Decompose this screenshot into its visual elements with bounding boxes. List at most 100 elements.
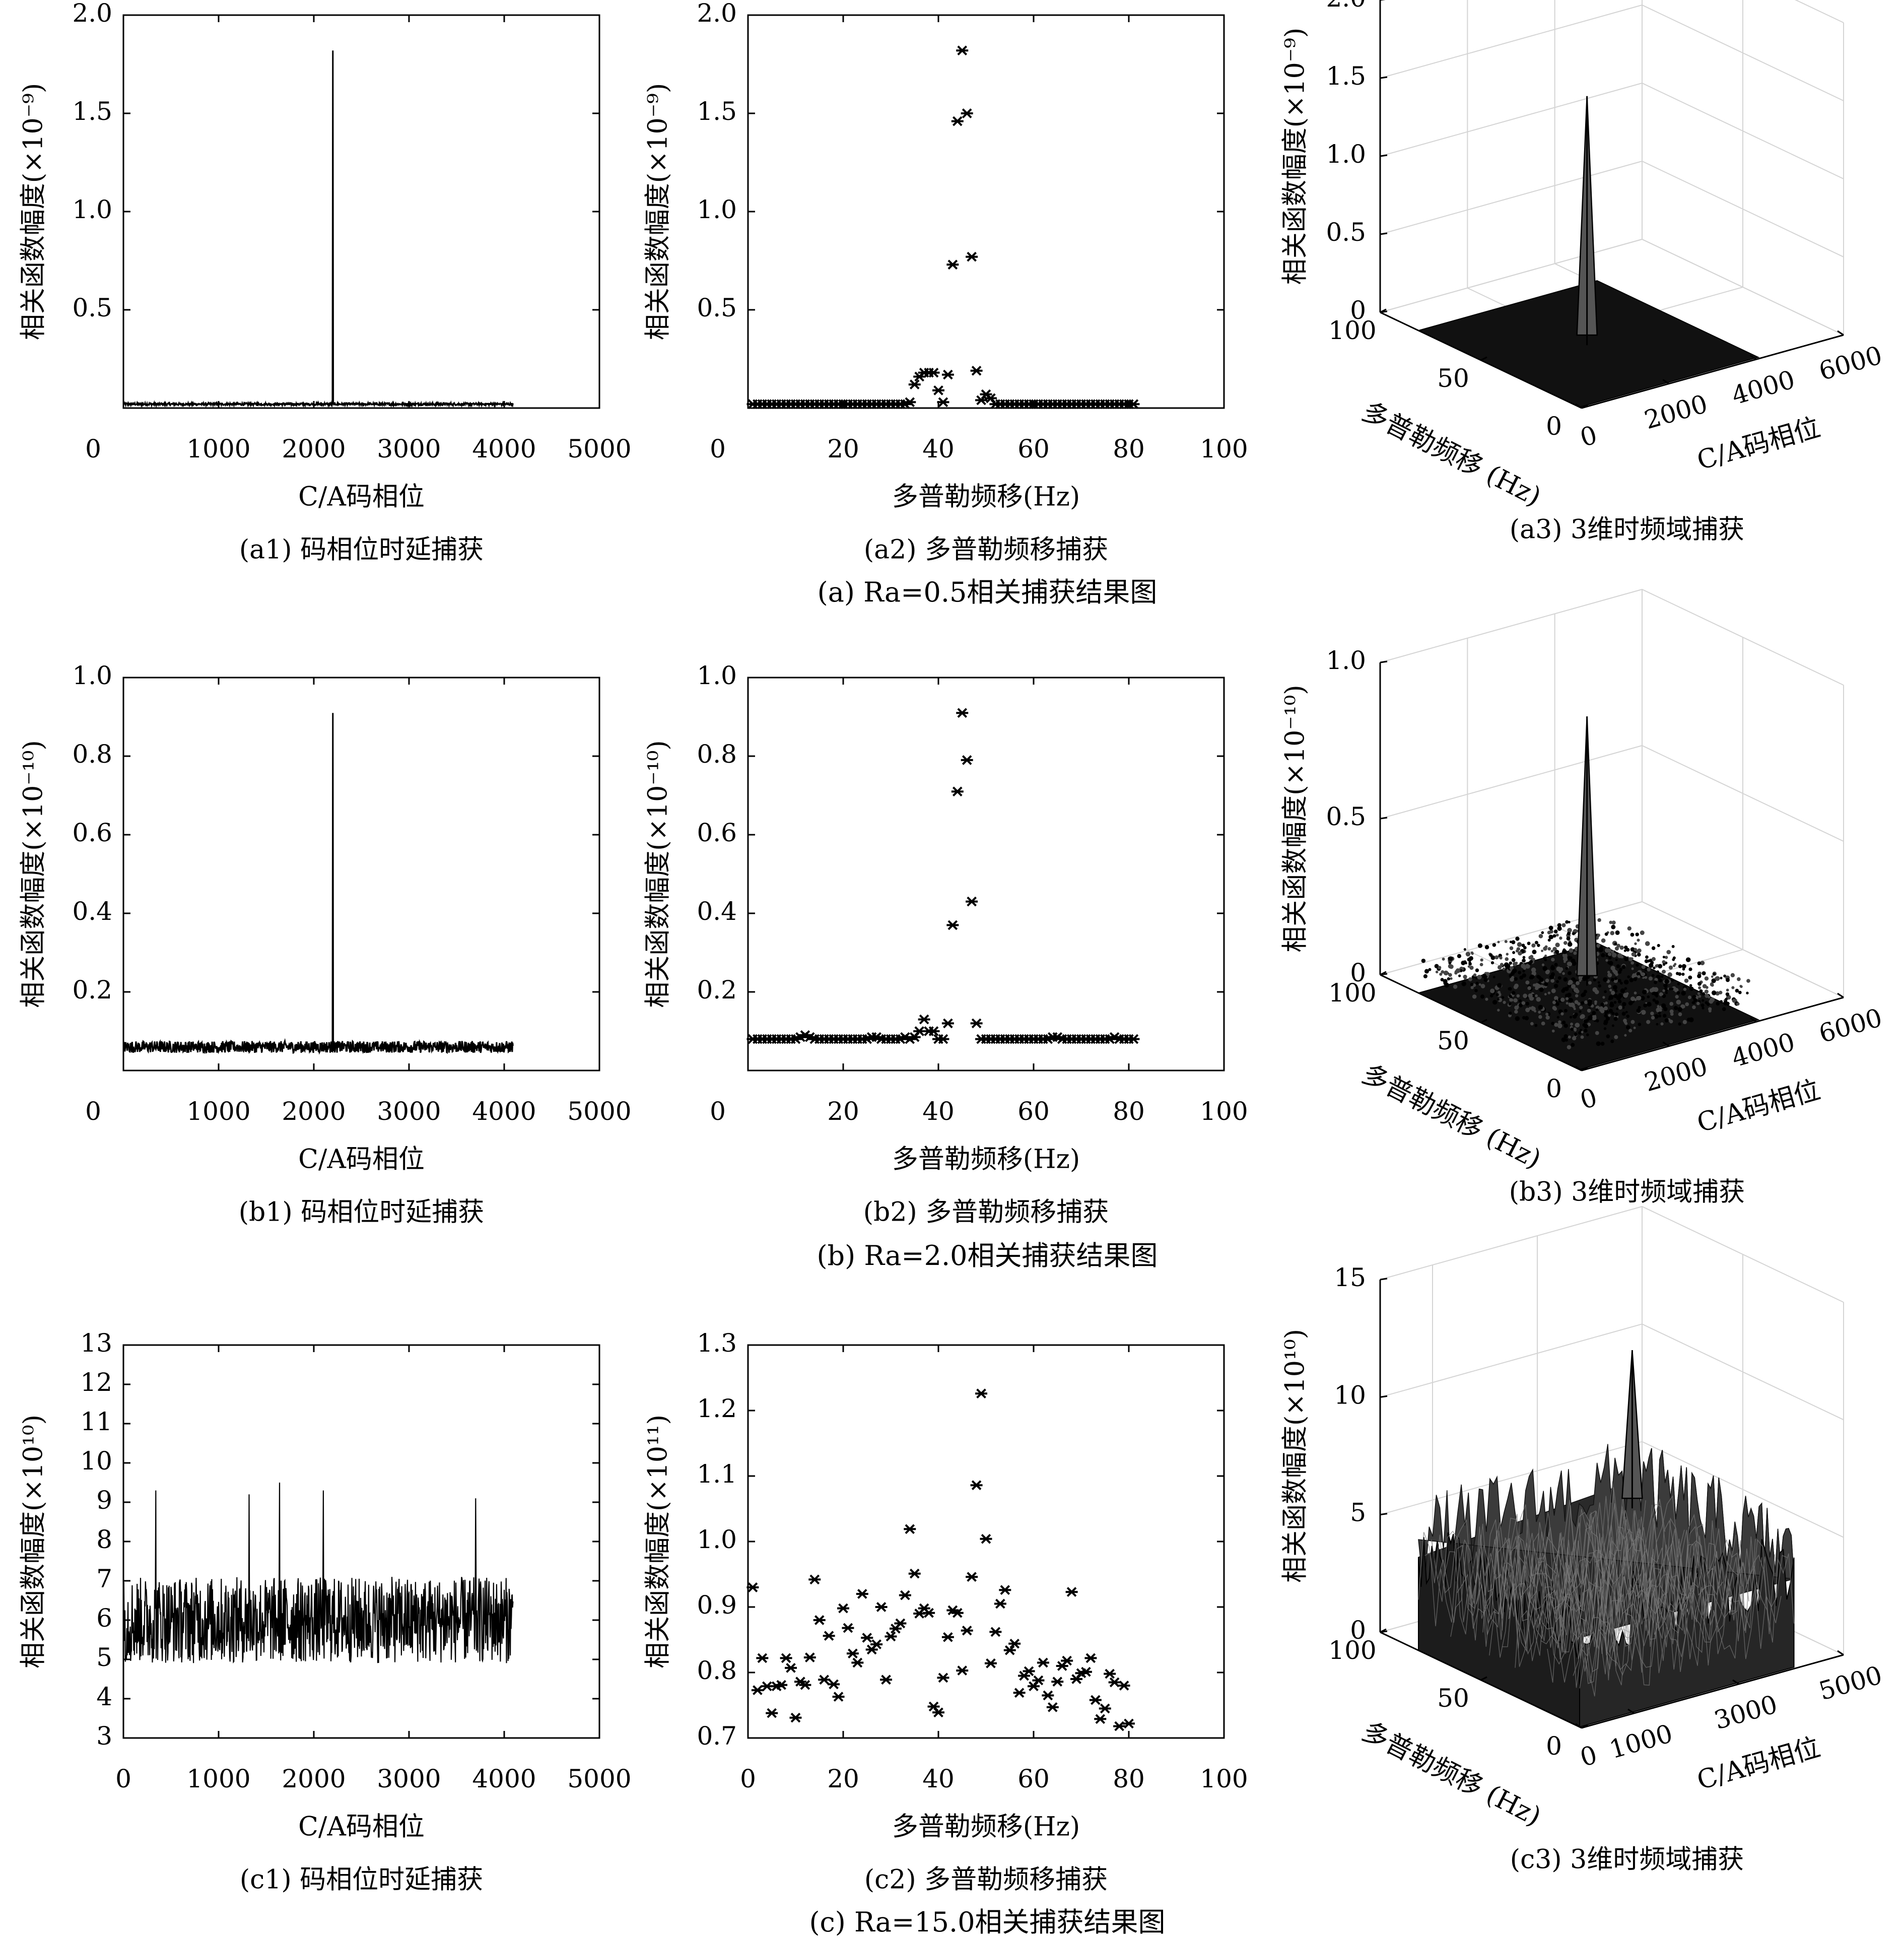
surface-texture: [1494, 955, 1499, 960]
surface-texture: [1567, 1045, 1572, 1049]
x-tick-label: 5000: [567, 1097, 631, 1126]
marker-stroke: [790, 1712, 801, 1723]
surface-texture: [1712, 972, 1716, 976]
surface-texture: [1552, 947, 1557, 952]
surface-texture: [1655, 964, 1659, 968]
surface-texture: [1576, 981, 1580, 985]
surface-texture: [1607, 973, 1612, 978]
marker-stroke: [881, 1675, 891, 1685]
surface-texture: [1665, 991, 1668, 994]
surface-texture: [1634, 942, 1637, 945]
surface-texture: [1722, 1007, 1726, 1012]
y-tick-mark: [1380, 1628, 1387, 1633]
subfigure-caption: (a3) 3维时频域捕获: [1510, 515, 1744, 545]
scatter-point-c2-43: [951, 1608, 964, 1618]
x-tick-mark: [1749, 1017, 1757, 1023]
y-tick-label: 2.0: [72, 0, 112, 28]
y-tick-label: 50: [1437, 364, 1469, 393]
x-tick-mark: [1662, 379, 1670, 384]
surface-texture: [1536, 997, 1541, 1002]
marker-stroke: [805, 1032, 815, 1042]
surface-texture: [1567, 984, 1571, 988]
surface-texture: [1715, 991, 1720, 996]
panel-c1: 3 4 5 6 7 8 9 10 11 12 13 0 1000 2000 3000 4000 5000 相关函数…: [19, 1328, 632, 1895]
marker-stroke: [838, 1603, 848, 1614]
surface-texture: [1600, 1009, 1605, 1014]
surface-texture: [1671, 978, 1674, 982]
surface-texture: [1634, 948, 1638, 952]
series-line-c1: [122, 1482, 514, 1664]
surface-texture: [1664, 956, 1668, 959]
surface-texture: [1506, 953, 1509, 956]
surface-texture: [1554, 963, 1558, 967]
row-caption: (a) Ra=0.5相关捕获结果图: [818, 576, 1158, 608]
surface-texture: [1512, 991, 1516, 995]
surface-texture: [1571, 1043, 1575, 1047]
surface-texture: [1716, 1001, 1720, 1006]
x-tick-label: 0: [710, 434, 726, 463]
surface-texture: [1610, 1039, 1614, 1043]
surface-texture: [1618, 970, 1622, 974]
marker-stroke: [1038, 1657, 1048, 1668]
surface-texture: [1610, 966, 1615, 971]
surface-texture: [1584, 1000, 1588, 1005]
scatter-point-c2-72: [1089, 1695, 1102, 1705]
scatter-point-c2-21: [846, 1648, 859, 1659]
surface-texture: [1578, 1031, 1582, 1035]
surface-texture: [1618, 993, 1623, 998]
scatter-point-b2-42: [946, 920, 959, 930]
scatter-point-c2-47: [970, 1480, 983, 1491]
surface-texture: [1598, 947, 1604, 953]
surface-texture: [1571, 958, 1576, 964]
marker-stroke: [1114, 1721, 1124, 1731]
surface-texture: [1667, 972, 1672, 977]
marker-stroke: [943, 1632, 953, 1642]
scatter-point-b2-40: [937, 1034, 949, 1044]
surface-texture: [1611, 950, 1614, 954]
surface-texture: [1442, 957, 1445, 961]
surface-texture: [1539, 977, 1544, 982]
marker-stroke: [943, 1018, 953, 1029]
scatter-point-a2-44: [956, 45, 969, 56]
surface-texture: [1702, 992, 1705, 995]
surface-texture: [1544, 982, 1548, 986]
surface-texture: [1604, 932, 1608, 936]
surface-texture: [1719, 990, 1723, 994]
surface-texture: [1514, 977, 1518, 981]
surface-texture: [1608, 984, 1612, 988]
marker-stroke: [886, 1631, 896, 1642]
marker-stroke: [957, 45, 968, 56]
surface-texture: [1637, 953, 1641, 957]
surface-texture: [1607, 948, 1612, 953]
surface-texture: [1581, 1031, 1584, 1034]
surface-texture: [1547, 991, 1551, 994]
y-axis-label: 多普勒频移 (Hz): [1357, 1716, 1546, 1832]
surface-texture: [1598, 984, 1601, 988]
surface-texture: [1681, 990, 1686, 996]
y-tick-label: 0.5: [72, 293, 112, 322]
surface-texture: [1685, 1002, 1689, 1007]
grid-line: [1380, 588, 1844, 686]
marker-stroke: [800, 1030, 810, 1040]
surface-texture: [1558, 970, 1562, 973]
marker-stroke: [967, 251, 977, 262]
surface-texture: [1579, 1006, 1583, 1010]
marker-stroke: [900, 1590, 910, 1600]
z-tick-mark: [1380, 817, 1388, 820]
surface-texture: [1608, 1009, 1613, 1014]
surface-texture: [1671, 987, 1674, 990]
marker-stroke: [905, 1524, 915, 1534]
x-tick-label: 1000: [186, 434, 250, 463]
scatter-point-c2-77: [1113, 1721, 1126, 1731]
surface-texture: [1553, 929, 1558, 934]
surface-texture: [1533, 983, 1536, 987]
surface-texture: [1723, 1000, 1728, 1006]
marker-stroke: [1124, 1718, 1134, 1729]
scatter-point-c2-54: [1003, 1645, 1016, 1655]
y-tick-label: 11: [80, 1407, 112, 1436]
x-tick-label: 60: [1017, 434, 1050, 463]
surface-texture: [1650, 961, 1654, 965]
scatter-point-c2-53: [999, 1585, 1011, 1595]
y-tick-label: 0.8: [72, 740, 112, 769]
x-tick-label: 4000: [1728, 1027, 1798, 1073]
